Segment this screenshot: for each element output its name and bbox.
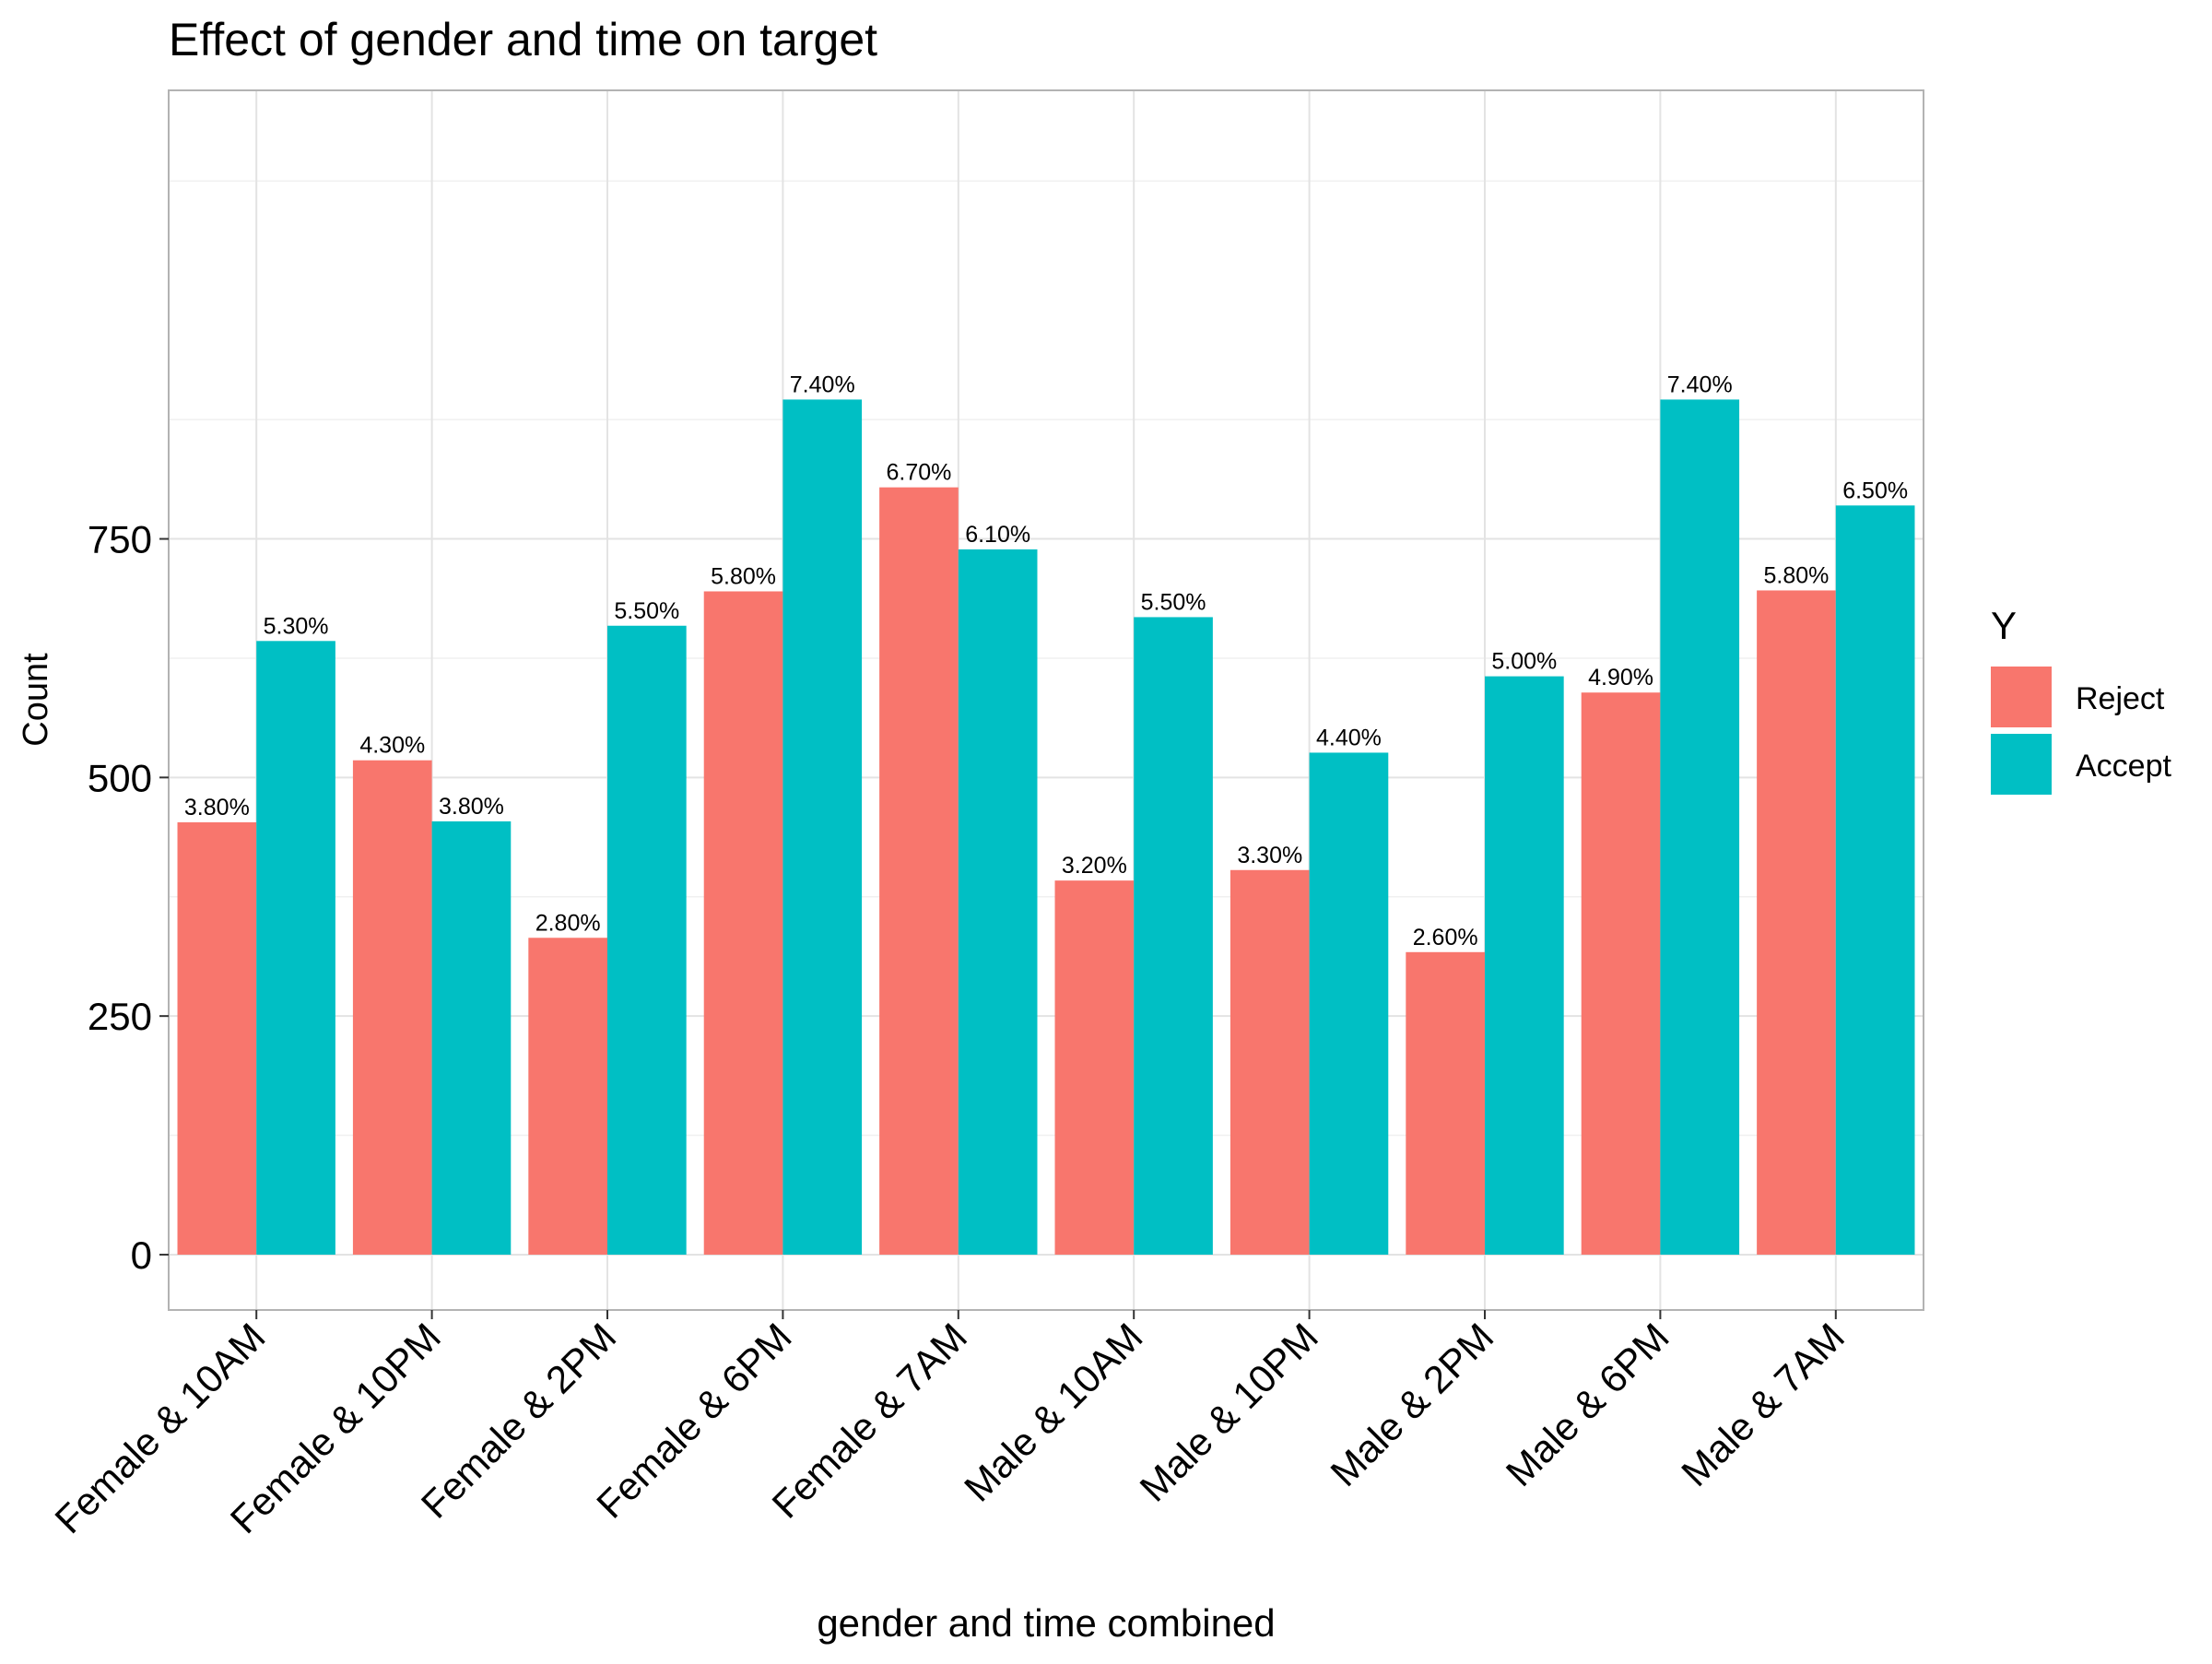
bar-accept [958, 549, 1038, 1255]
bar-value-label: 3.80% [184, 795, 250, 820]
bar-reject [1054, 880, 1135, 1255]
y-tick-label: 500 [88, 756, 152, 799]
bar-accept [1835, 505, 1915, 1255]
bar-value-label: 6.70% [887, 460, 952, 486]
bar-labels: 3.80% 4.30% 2.80% 5.80% 6.70% 3.20% 3.30% 2.60%… [184, 372, 1908, 950]
bar-accept [607, 625, 687, 1255]
bar-value-label: 3.80% [439, 794, 504, 820]
x-tick-label: Male & 10PM [1131, 1315, 1326, 1510]
x-tick-label: Male & 6PM [1498, 1315, 1677, 1494]
legend-key-accept [1991, 734, 2052, 795]
legend-key-reject [1991, 667, 2052, 727]
bar-reject [1757, 590, 1836, 1255]
bar-reject [352, 760, 432, 1255]
bar-reject [1230, 869, 1310, 1255]
bar-accept [1660, 399, 1740, 1255]
bar-value-label: 5.80% [711, 563, 776, 589]
legend-title: Y [1991, 604, 2017, 647]
y-tick-label: 250 [88, 995, 152, 1038]
bar-value-label: 6.10% [965, 522, 1030, 548]
bar-reject [1406, 951, 1485, 1255]
legend-label: Reject [2076, 681, 2165, 716]
bar-reject [1581, 692, 1661, 1255]
bar-value-label: 2.60% [1413, 925, 1478, 950]
y-axis-label: Count [17, 653, 55, 747]
plot-border [168, 89, 1924, 1311]
bar-value-label: 5.50% [614, 598, 679, 624]
y-tick-label: 750 [88, 518, 152, 561]
bar-value-label: 7.40% [790, 372, 855, 397]
x-tick-label: Male & 2PM [1322, 1315, 1501, 1494]
legend: Y Reject Accept [1991, 604, 2171, 795]
bar-value-label: 5.50% [1141, 589, 1206, 615]
bar-reject [177, 822, 257, 1255]
y-axis: 0 250 500 750 [88, 518, 169, 1277]
bar-reject [528, 938, 607, 1255]
bar-value-label: 4.40% [1316, 725, 1382, 750]
bars [177, 399, 1915, 1255]
x-tick-label: Male & 7AM [1673, 1315, 1853, 1494]
bar-accept [431, 820, 512, 1255]
bar-accept [1309, 752, 1389, 1255]
bar-value-label: 3.30% [1237, 843, 1302, 868]
bar-accept [1134, 617, 1213, 1255]
x-axis-label: gender and time combined [817, 1601, 1275, 1645]
bar-value-label: 4.30% [359, 733, 425, 759]
bar-value-label: 5.30% [264, 613, 329, 639]
bar-value-label: 2.80% [535, 910, 601, 936]
chart-title: Effect of gender and time on target [169, 14, 877, 65]
bar-reject [879, 487, 959, 1255]
bar-accept [1485, 676, 1564, 1255]
bar-reject [703, 591, 783, 1255]
bar-value-label: 3.20% [1062, 853, 1127, 879]
bar-value-label: 6.50% [1842, 478, 1908, 503]
bar-value-label: 5.00% [1491, 649, 1557, 675]
bar-accept [782, 399, 863, 1255]
x-tick-label: Male & 10AM [956, 1315, 1151, 1510]
bar-value-label: 4.90% [1588, 665, 1653, 690]
y-tick-label: 0 [131, 1233, 152, 1277]
bar-accept [256, 641, 335, 1255]
bar-value-label: 7.40% [1667, 372, 1733, 397]
bar-value-label: 5.80% [1764, 562, 1830, 588]
legend-label: Accept [2076, 749, 2171, 784]
